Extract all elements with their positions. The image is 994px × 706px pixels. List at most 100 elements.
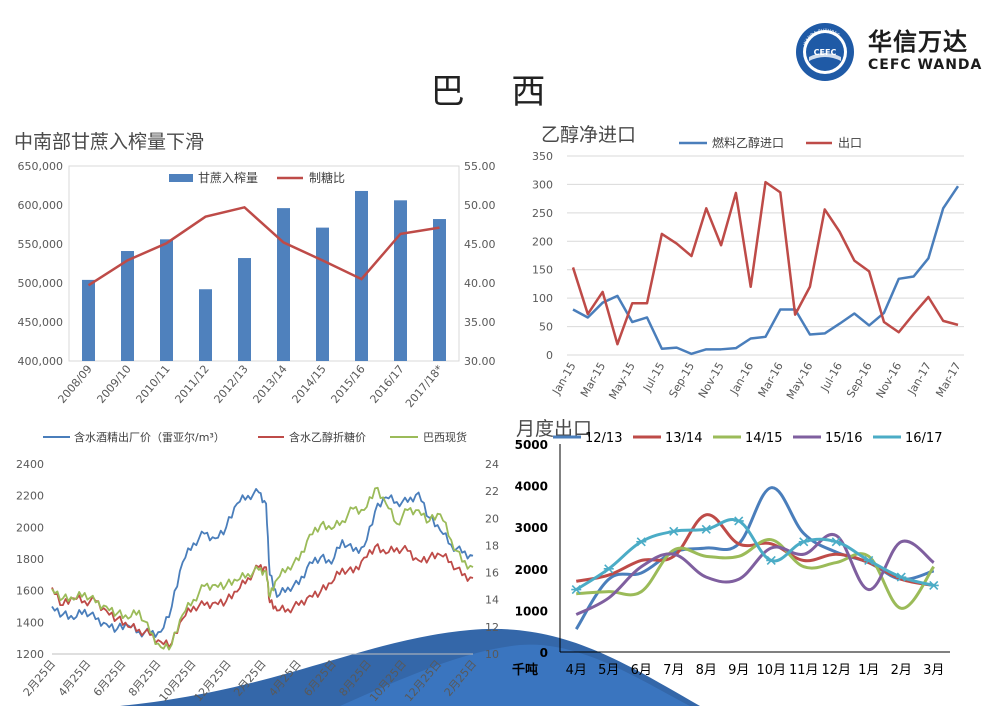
series-line-2 xyxy=(51,486,474,651)
y-right-tick-label: 16 xyxy=(485,567,499,580)
x-tick-label: Nov-15 xyxy=(696,360,727,400)
y-axis-unit: 千吨 xyxy=(512,662,538,678)
x-tick-label: May-15 xyxy=(606,360,638,402)
y-right-tick-label: 45.00 xyxy=(464,238,496,251)
x-tick-label: 8月25日 xyxy=(126,658,164,699)
y-tick-label: 2000 xyxy=(515,563,548,577)
x-tick-label: Sep-15 xyxy=(666,360,697,400)
y-right-tick-label: 14 xyxy=(485,594,499,607)
y-tick-label: 1000 xyxy=(515,604,548,618)
series-line-1 xyxy=(571,180,959,346)
y-left-tick-label: 550,000 xyxy=(18,238,64,251)
legend-label: 16/17 xyxy=(905,431,942,446)
x-tick-label: 2012/13 xyxy=(211,363,250,406)
x-tick-label: 2月25日 xyxy=(21,658,59,699)
company-logo: CEFC WANDA FUTURES xyxy=(796,23,854,81)
legend-swatch-crush xyxy=(169,174,193,182)
legend-label: 13/14 xyxy=(665,431,702,446)
series-marker xyxy=(603,564,614,574)
bar xyxy=(199,289,212,361)
chart-monthly: 0 1000 2000 3000 4000 5000 千吨 4月 5月 6月 7月 8月 9月 10月 11… xyxy=(512,431,950,678)
legend-label: 出口 xyxy=(838,136,862,150)
y-left-tick-label: 1200 xyxy=(16,648,44,661)
bar xyxy=(394,200,407,361)
x-tick-label: Mar-16 xyxy=(756,360,786,399)
y-right-tick-label: 35.00 xyxy=(464,316,496,329)
y-right-tick-label: 22 xyxy=(485,485,499,498)
y-tick-label: 4000 xyxy=(515,480,548,494)
y-tick-label: 100 xyxy=(532,292,553,305)
bar xyxy=(277,208,290,361)
y-left-tick-label: 2400 xyxy=(16,458,44,471)
x-tick-label: Mar-17 xyxy=(933,360,963,399)
series-line-3 xyxy=(575,532,935,616)
x-tick-label: May-16 xyxy=(784,360,816,402)
x-tick-label: Sep-16 xyxy=(844,360,875,400)
x-tick-label: Jan-16 xyxy=(727,360,756,398)
x-tick-label: 2月 xyxy=(891,663,912,678)
y-right-tick-label: 55.00 xyxy=(464,160,496,173)
x-tick-label: 2013/14 xyxy=(250,363,289,406)
y-right-tick-label: 18 xyxy=(485,539,499,552)
y-right-tick-label: 50.00 xyxy=(464,199,496,212)
x-tick-label: 2015/16 xyxy=(328,363,367,406)
series-line-0 xyxy=(51,487,474,638)
y-tick-label: 5000 xyxy=(515,438,548,452)
y-tick-label: 200 xyxy=(532,235,553,248)
y-right-tick-label: 40.00 xyxy=(464,277,496,290)
y-left-tick-label: 2200 xyxy=(16,490,44,503)
series-marker xyxy=(668,526,679,536)
y-right-tick-label: 10 xyxy=(485,648,499,661)
y-tick-label: 300 xyxy=(532,178,553,191)
series-marker xyxy=(571,585,582,595)
x-tick-label: Jan-17 xyxy=(905,360,934,398)
y-left-tick-label: 450,000 xyxy=(18,316,64,329)
legend-label: 含水酒精出厂价（雷亚尔/m³） xyxy=(74,430,225,444)
bar xyxy=(160,239,173,361)
x-tick-label: 8月 xyxy=(696,663,717,678)
logo-chinese-name: 华信万达 xyxy=(868,28,968,56)
x-tick-label: 4月 xyxy=(566,663,587,678)
series-line-0 xyxy=(574,486,935,630)
x-tick-label: Jul-15 xyxy=(640,360,667,394)
legend-label: 巴西现货 xyxy=(423,430,467,444)
y-tick-label: 350 xyxy=(532,150,553,163)
x-tick-label: 6月 xyxy=(631,663,652,678)
y-right-tick-label: 12 xyxy=(485,621,499,634)
series-line-sugar-mix xyxy=(87,205,440,287)
x-tick-label: 1月 xyxy=(858,663,879,678)
logo-badge-text: CEFC xyxy=(814,48,837,57)
bar xyxy=(433,219,446,361)
y-right-tick-label: 30.00 xyxy=(464,355,496,368)
legend-label: 12/13 xyxy=(585,431,622,446)
x-tick-label: 3月 xyxy=(923,663,944,678)
series-marker xyxy=(701,524,712,534)
y-left-tick-label: 600,000 xyxy=(18,199,64,212)
series-line-1 xyxy=(51,543,474,649)
y-tick-label: 0 xyxy=(540,646,548,660)
y-right-tick-label: 24 xyxy=(485,458,499,471)
x-tick-label: 2010/11 xyxy=(133,363,172,406)
x-tick-label: Jan-15 xyxy=(549,360,578,398)
x-tick-label: 2011/12 xyxy=(172,363,211,406)
y-left-tick-label: 1800 xyxy=(16,553,44,566)
series-marker xyxy=(928,580,939,591)
footer-wave-light xyxy=(340,644,690,706)
x-tick-label: 4月25日 xyxy=(56,658,94,699)
bar xyxy=(238,258,251,361)
x-tick-label: 11月 xyxy=(789,663,819,678)
page-title: 巴 西 xyxy=(430,72,564,112)
x-tick-label: 9月 xyxy=(728,663,749,678)
bar xyxy=(121,251,134,361)
series-marker xyxy=(636,537,647,547)
y-tick-label: 150 xyxy=(532,264,553,277)
chart-title-monthly: 月度出口 xyxy=(516,418,593,440)
x-tick-label: 6月25日 xyxy=(91,658,129,699)
x-tick-label: Jul-16 xyxy=(818,360,845,394)
series-marker xyxy=(896,572,907,582)
legend-label: 甘蔗入榨量 xyxy=(198,170,258,185)
y-left-tick-label: 2000 xyxy=(16,521,44,534)
series-line-0 xyxy=(572,185,960,356)
bar xyxy=(355,190,368,361)
